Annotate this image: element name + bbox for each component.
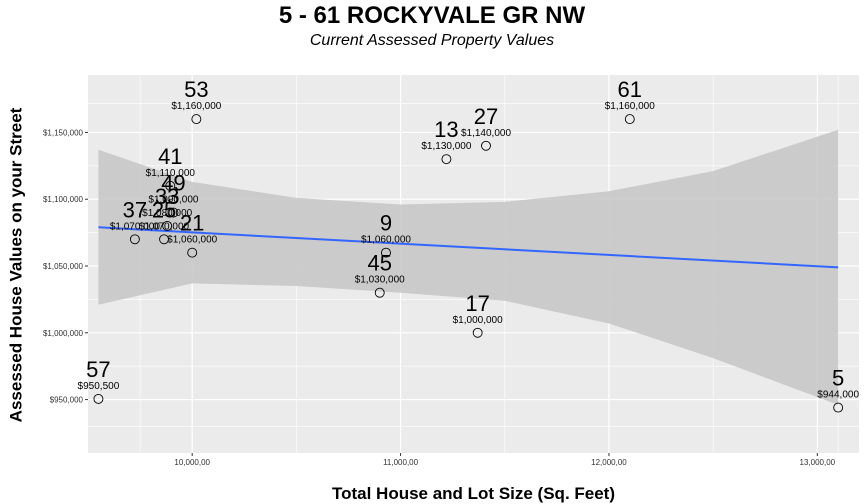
data-point-value: $1,080,000 [142, 208, 192, 219]
data-point-label: 27 [474, 104, 498, 129]
data-point-value: $1,140,000 [461, 128, 511, 139]
data-point-label: 49 [161, 171, 185, 196]
data-point-value: $1,160,000 [171, 101, 221, 112]
data-point-label: 17 [465, 291, 489, 316]
data-point-value: $1,060,000 [361, 235, 411, 246]
y-tick-label: $1,000,000 [43, 329, 84, 338]
data-point-value: $1,070,000 [139, 221, 189, 232]
trend-line [98, 226, 839, 269]
data-point-value: $950,500 [78, 381, 120, 392]
x-tick-label: 13,000,00 [800, 458, 836, 467]
data-point-label: 21 [180, 211, 204, 236]
data-point-value: $1,130,000 [421, 141, 471, 152]
data-point-marker [159, 234, 170, 245]
data-point-label: 33 [155, 184, 179, 209]
x-axis-title: Total House and Lot Size (Sq. Feet) [332, 484, 615, 503]
data-point-label: 13 [434, 117, 458, 142]
data-point-marker [374, 287, 385, 298]
data-point-value: $1,160,000 [605, 101, 655, 112]
axis-ticks: 10,000,00 11,000,00 12,000,00 13,000,00 $950… [43, 128, 836, 467]
data-point-marker [168, 207, 179, 218]
data-point-label: 37 [123, 197, 147, 222]
y-tick-label: $1,150,000 [43, 128, 84, 137]
data-point-label: 9 [380, 211, 392, 236]
data-point-value: $944,000 [817, 390, 859, 401]
data-point-marker [441, 154, 452, 165]
data-point-label: 41 [158, 144, 182, 169]
data-point-marker [165, 180, 176, 191]
data-point-value: $1,090,000 [148, 195, 198, 206]
x-tick-label: 11,000,00 [383, 458, 419, 467]
data-point-value: $1,000,000 [453, 315, 503, 326]
y-tick-label: $1,100,000 [43, 195, 84, 204]
data-point-marker [624, 114, 635, 125]
data-point-marker [93, 393, 104, 404]
data-point-marker [833, 402, 844, 413]
data-point-label: 25 [152, 197, 176, 222]
confidence-band [98, 129, 839, 405]
data-point-value: $1,070,000 [110, 221, 160, 232]
chart-title: 5 - 61 ROCKYVALE GR NW [278, 2, 586, 29]
y-axis-title: Assessed House Values on your Street [6, 107, 25, 422]
data-point-marker [187, 247, 198, 258]
data-point-marker [381, 247, 391, 258]
y-tick-label: $1,050,000 [43, 262, 84, 271]
data-point-label: 57 [86, 357, 110, 382]
data-point-label: 61 [618, 77, 642, 102]
x-tick-label: 12,000,00 [591, 458, 627, 467]
data-point-value: $1,060,000 [167, 235, 217, 246]
data-point-marker [472, 327, 483, 338]
data-point-label: 45 [367, 251, 391, 276]
x-tick-label: 10,000,00 [174, 458, 210, 467]
data-point-label: 53 [184, 77, 208, 102]
data-points: 53$1,160,00061$1,160,00027$1,140,00013$1… [78, 77, 859, 413]
data-point-marker [191, 114, 202, 125]
data-point-marker [129, 234, 140, 245]
data-point-marker [481, 140, 491, 151]
data-point-value: $1,030,000 [355, 275, 405, 286]
data-point-label: 5 [832, 366, 844, 391]
data-point-value: $1,110,000 [146, 168, 196, 179]
chart-subtitle: Current Assessed Property Values [309, 32, 555, 49]
data-point-marker [162, 220, 173, 231]
y-tick-label: $950,000 [50, 396, 84, 405]
